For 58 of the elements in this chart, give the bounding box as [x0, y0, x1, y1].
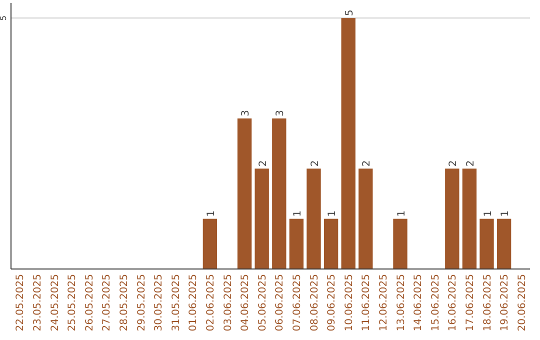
x-tick-label: 13.06.2025	[396, 274, 407, 332]
x-tick-label: 06.06.2025	[274, 274, 286, 332]
data-label: 1	[482, 210, 494, 217]
data-label: 1	[396, 210, 408, 217]
bar	[480, 218, 494, 269]
x-tick-label: 03.06.2025	[222, 274, 234, 332]
x-tick-label: 10.06.2025	[344, 274, 355, 332]
x-tick-label: 19.06.2025	[500, 274, 511, 332]
bar	[393, 218, 408, 269]
data-label: 1	[206, 210, 217, 217]
x-tick-label: 30.05.2025	[154, 274, 165, 332]
data-label: 1	[327, 210, 338, 217]
data-label: 2	[465, 160, 476, 167]
data-label: 1	[500, 210, 512, 217]
bar	[341, 18, 356, 269]
bar	[272, 118, 286, 269]
x-tick-label: 20.06.2025	[516, 274, 528, 332]
x-tick-label: 27.05.2025	[102, 274, 113, 332]
x-tick-label: 08.06.2025	[309, 274, 320, 332]
bar	[254, 168, 269, 269]
x-tick-label: 31.05.2025	[170, 274, 182, 332]
bar	[324, 218, 338, 269]
x-tick-label: 24.05.2025	[50, 274, 61, 332]
x-tick-label: 29.05.2025	[136, 274, 148, 332]
bar	[306, 168, 321, 269]
x-tick-label: 05.06.2025	[257, 274, 268, 332]
data-label: 2	[258, 160, 269, 167]
x-tick-label: 12.06.2025	[378, 274, 390, 332]
bar	[358, 168, 373, 269]
x-tick-label: 11.06.2025	[361, 274, 372, 332]
x-tick-label: 26.05.2025	[84, 274, 96, 332]
bar	[445, 168, 460, 269]
x-tick-label: 15.06.2025	[430, 274, 442, 332]
bar	[202, 218, 218, 269]
bar	[462, 168, 477, 269]
x-tick-label: 04.06.2025	[240, 274, 252, 332]
data-label: 2	[362, 160, 373, 167]
x-tick-label: 18.06.2025	[482, 274, 494, 332]
data-label: 2	[310, 160, 321, 167]
data-label: 1	[292, 210, 304, 217]
x-tick-label: 28.05.2025	[118, 274, 130, 332]
x-tick-label: 14.06.2025	[413, 274, 424, 332]
x-tick-label: 25.05.2025	[67, 274, 78, 332]
data-label: 5	[344, 10, 356, 16]
x-tick-label: 01.06.2025	[188, 274, 200, 332]
x-tick-label: 02.06.2025	[205, 274, 216, 332]
x-tick-label: 23.05.2025	[32, 274, 44, 332]
data-label: 3	[240, 110, 252, 116]
bar	[289, 218, 304, 269]
bar	[237, 118, 252, 269]
x-tick-label: 22.05.2025	[15, 274, 26, 332]
x-tick-label: 16.06.2025	[448, 274, 459, 332]
bar	[496, 218, 512, 269]
data-label: 3	[275, 110, 286, 116]
x-tick-label: 17.06.2025	[464, 274, 476, 332]
data-label: 2	[448, 160, 460, 167]
x-tick-label: 07.06.2025	[292, 274, 303, 332]
x-tick-label: 09.06.2025	[326, 274, 338, 332]
